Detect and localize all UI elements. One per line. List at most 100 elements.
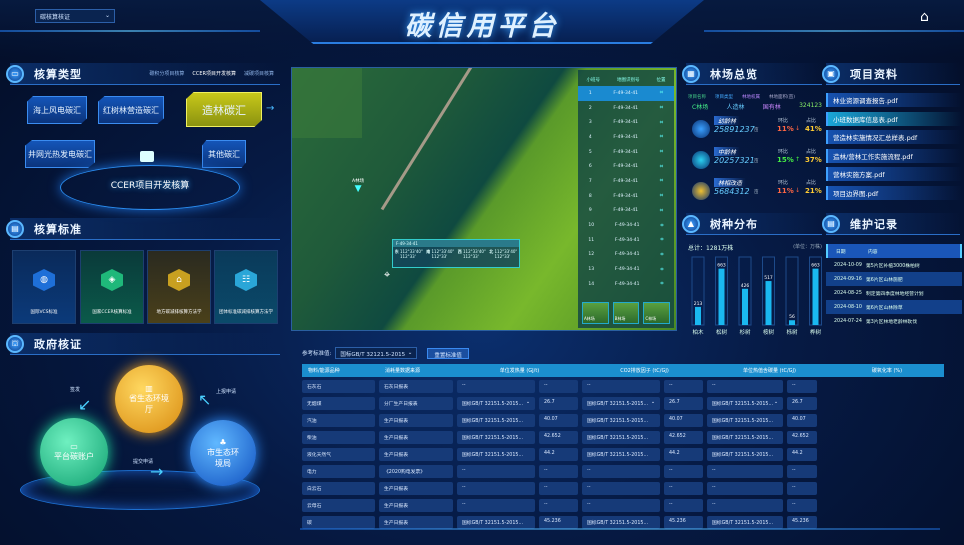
standard-card-vcs[interactable]: ◍ 国际VCS标准 <box>12 250 76 324</box>
value-input[interactable]: -- <box>539 465 578 478</box>
value-input[interactable]: 44.2 <box>539 448 578 461</box>
list-item[interactable]: 11 F-49-34-41 ⌗ <box>578 233 674 248</box>
polygon-icon[interactable]: ⌗ <box>660 280 664 288</box>
standard-select[interactable]: 国标GB/T 32151.5-2015... <box>582 414 660 427</box>
home-icon[interactable]: ⌂ <box>920 9 929 25</box>
standard-select[interactable]: 国标GB/T 32151.5-2015... <box>707 448 783 461</box>
polygon-icon[interactable]: ⌗ <box>660 236 664 244</box>
doc-link[interactable]: 造林/营林工作实施流程.pdf <box>826 148 962 163</box>
value-input[interactable]: 42.652 <box>664 431 703 444</box>
polygon-icon[interactable]: ⌗ <box>659 192 664 200</box>
reset-button[interactable]: 重置标准值 <box>427 347 469 359</box>
standard-select[interactable]: 国标GB/T 32151.5-2015... <box>457 516 535 529</box>
list-item[interactable]: 6 F-49-34-41 ⌗ <box>578 159 674 174</box>
value-input[interactable]: 44.2 <box>664 448 703 461</box>
doc-link[interactable]: 营林实施方案.pdf <box>826 167 962 181</box>
value-input[interactable]: -- <box>664 482 703 495</box>
list-item[interactable]: 14 F-49-34-41 ⌗ <box>578 277 674 292</box>
type-afforestation[interactable]: 造林碳汇 <box>186 92 262 127</box>
tab-ccer[interactable]: CCER项目开发核算 <box>192 71 236 77</box>
standard-select[interactable]: 国标GB/T 32151.5-2015... <box>707 414 783 427</box>
value-input[interactable]: 42.652 <box>787 431 817 444</box>
list-item[interactable]: 13 F-49-34-41 ⌗ <box>578 262 674 277</box>
standard-select[interactable]: -- <box>707 380 783 393</box>
ccer-center-label[interactable]: CCER项目开发核算 <box>110 181 190 191</box>
standard-select[interactable]: -- <box>582 380 660 393</box>
node-city[interactable]: ♣ 市生态环境局 <box>190 420 256 486</box>
thumb-a[interactable]: A林场 <box>582 302 609 324</box>
ref-select[interactable]: 国标GB/T 32121.5-2015 ⌄ <box>335 347 418 359</box>
tab-points[interactable]: 碳积分项目核算 <box>149 71 185 77</box>
standard-select[interactable]: 国标GB/T 32151.5-2015... <box>707 516 783 529</box>
standard-card-ccer[interactable]: ◈ 国家CCER核算标准 <box>80 250 144 324</box>
list-item[interactable]: 2 F-49-34-41 ⌗ <box>578 101 674 116</box>
doc-link[interactable]: 小班数据库信息表.pdf <box>826 111 962 126</box>
type-mangrove[interactable]: 红树林营造碳汇 <box>98 96 164 124</box>
bar-杉树[interactable] <box>742 288 748 325</box>
standard-select[interactable]: -- <box>707 482 783 495</box>
thumb-b[interactable]: B林场 <box>612 302 640 324</box>
standard-select[interactable]: 国标GB/T 32151.5-2015... <box>582 516 660 529</box>
polygon-icon[interactable]: ⌗ <box>659 118 664 126</box>
value-input[interactable]: -- <box>664 380 703 393</box>
list-item[interactable]: 4 F-49-34-41 ⌗ <box>578 130 674 145</box>
polygon-icon[interactable]: ⌗ <box>659 206 664 214</box>
value-input[interactable]: -- <box>664 499 703 512</box>
standard-select[interactable]: 国标GB/T 32151.5-2015... <box>582 448 660 461</box>
standard-select[interactable]: -- <box>457 380 535 393</box>
doc-link[interactable]: 林业资源调查报告.pdf <box>826 93 962 107</box>
polygon-icon[interactable]: ⌗ <box>659 148 664 156</box>
doc-link[interactable]: 项目边界图.pdf <box>826 185 962 200</box>
value-input[interactable]: 26.7 <box>539 397 578 410</box>
module-dropdown[interactable]: 碳核算核证 ⌄ <box>35 9 115 23</box>
polygon-icon[interactable]: ⌗ <box>660 221 664 229</box>
polygon-icon[interactable]: ⌗ <box>659 104 664 112</box>
value-input[interactable]: 45.236 <box>539 516 578 529</box>
value-input[interactable]: 40.07 <box>539 414 578 427</box>
standard-select[interactable]: -- <box>457 482 535 495</box>
standard-card-local[interactable]: ⌂ 地方碳减排核算方法学 <box>147 250 211 324</box>
list-item[interactable]: 1 F-49-34-41 ⌗ <box>578 86 674 101</box>
node-platform[interactable]: ▭ 平台碳账户 <box>40 418 108 486</box>
value-input[interactable]: -- <box>787 380 817 393</box>
standard-select[interactable]: 国标GB/T 32151.5-2015... ⌄ <box>457 397 535 410</box>
type-offshore-wind[interactable]: 海上风电碳汇 <box>27 96 87 124</box>
standard-select[interactable]: 国标GB/T 32151.5-2015... <box>457 431 535 444</box>
value-input[interactable]: -- <box>539 380 578 393</box>
standard-select[interactable]: -- <box>457 499 535 512</box>
value-input[interactable]: 40.07 <box>664 414 703 427</box>
bar-桦树[interactable] <box>812 268 819 325</box>
list-item[interactable]: 3 F-49-34-41 ⌗ <box>578 115 674 130</box>
thumb-c[interactable]: C林场 <box>643 302 671 324</box>
standard-select[interactable]: -- <box>707 465 783 478</box>
standard-select[interactable]: -- <box>707 499 783 512</box>
polygon-icon[interactable]: ⌗ <box>659 89 664 97</box>
bar-松树[interactable] <box>718 268 725 325</box>
value-input[interactable]: 44.2 <box>787 448 817 461</box>
polygon-icon[interactable]: ⌗ <box>660 265 664 273</box>
polygon-icon[interactable]: ⌗ <box>659 177 664 185</box>
value-input[interactable]: 45.236 <box>664 516 703 529</box>
standard-select[interactable]: 国标GB/T 32151.5-2015... <box>582 431 660 444</box>
polygon-icon[interactable]: ⌗ <box>660 250 664 258</box>
value-input[interactable]: 42.652 <box>539 431 578 444</box>
location-pin-icon[interactable]: ⌖ <box>384 268 391 281</box>
list-item[interactable]: 9 F-49-34-41 ⌗ <box>578 204 674 219</box>
tab-reduction[interactable]: 减碳项目核算 <box>243 71 274 77</box>
standard-select[interactable]: 国标GB/T 32151.5-2015... <box>457 414 535 427</box>
bar-桉树[interactable] <box>765 281 772 325</box>
map-marker-a[interactable]: A林场 ▼ <box>352 178 364 194</box>
doc-link[interactable]: 营造林实施情况汇总样表.pdf <box>826 130 962 144</box>
standard-card-group[interactable]: ☷ 团体标准碳减排核算方法学 <box>214 250 278 324</box>
value-input[interactable]: -- <box>787 482 817 495</box>
map-view[interactable]: A林场 ▼ ⌖ F-49-34-41 东 112°33'40" 112°33' 南 … <box>291 67 677 331</box>
value-input[interactable]: -- <box>539 499 578 512</box>
value-input[interactable]: 26.7 <box>787 397 817 410</box>
polygon-icon[interactable]: ⌗ <box>659 133 664 141</box>
value-input[interactable]: 40.07 <box>787 414 817 427</box>
list-item[interactable]: 7 F-49-34-41 ⌗ <box>578 174 674 189</box>
bar-栎树[interactable] <box>789 320 795 325</box>
standard-select[interactable]: 国标GB/T 32151.5-2015... ⌄ <box>707 397 783 410</box>
standard-select[interactable]: 国标GB/T 32151.5-2015... <box>707 431 783 444</box>
type-solar-thermal[interactable]: 井网光热发电碳汇 <box>25 140 95 168</box>
